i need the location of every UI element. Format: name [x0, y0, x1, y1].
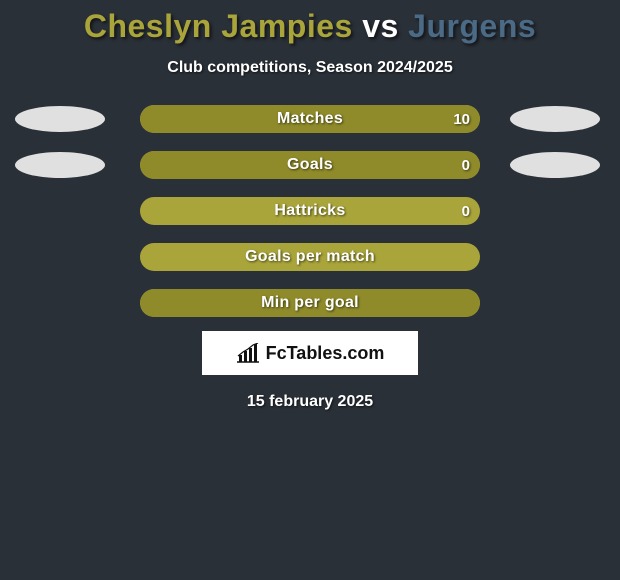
logo-text: FcTables.com	[266, 343, 385, 364]
stat-row: Hattricks0	[140, 197, 480, 225]
bar-label: Hattricks	[140, 197, 480, 225]
stat-row: Goals per match	[140, 243, 480, 271]
decorative-oval	[510, 152, 600, 178]
decorative-oval	[15, 106, 105, 132]
bar-label: Min per goal	[140, 289, 480, 317]
decorative-oval	[15, 152, 105, 178]
stat-row: Min per goal	[140, 289, 480, 317]
player2-name: Jurgens	[408, 8, 536, 44]
vs-label: vs	[362, 8, 399, 44]
bar-label: Goals per match	[140, 243, 480, 271]
page-title: Cheslyn Jampies vs Jurgens	[84, 8, 536, 45]
bar-label: Goals	[140, 151, 480, 179]
bar-label: Matches	[140, 105, 480, 133]
bar-chart-icon	[236, 343, 260, 363]
bar-value: 0	[462, 197, 470, 225]
player1-name: Cheslyn Jampies	[84, 8, 353, 44]
logo-box: FcTables.com	[202, 331, 418, 375]
subtitle: Club competitions, Season 2024/2025	[167, 59, 452, 77]
date-label: 15 february 2025	[247, 393, 373, 411]
stat-row: Goals0	[140, 151, 480, 179]
stats-chart: Matches10Goals0Hattricks0Goals per match…	[0, 105, 620, 317]
bar-value: 0	[462, 151, 470, 179]
comparison-infographic: Cheslyn Jampies vs Jurgens Club competit…	[0, 0, 620, 411]
stat-row: Matches10	[140, 105, 480, 133]
decorative-oval	[510, 106, 600, 132]
bar-value: 10	[453, 105, 470, 133]
